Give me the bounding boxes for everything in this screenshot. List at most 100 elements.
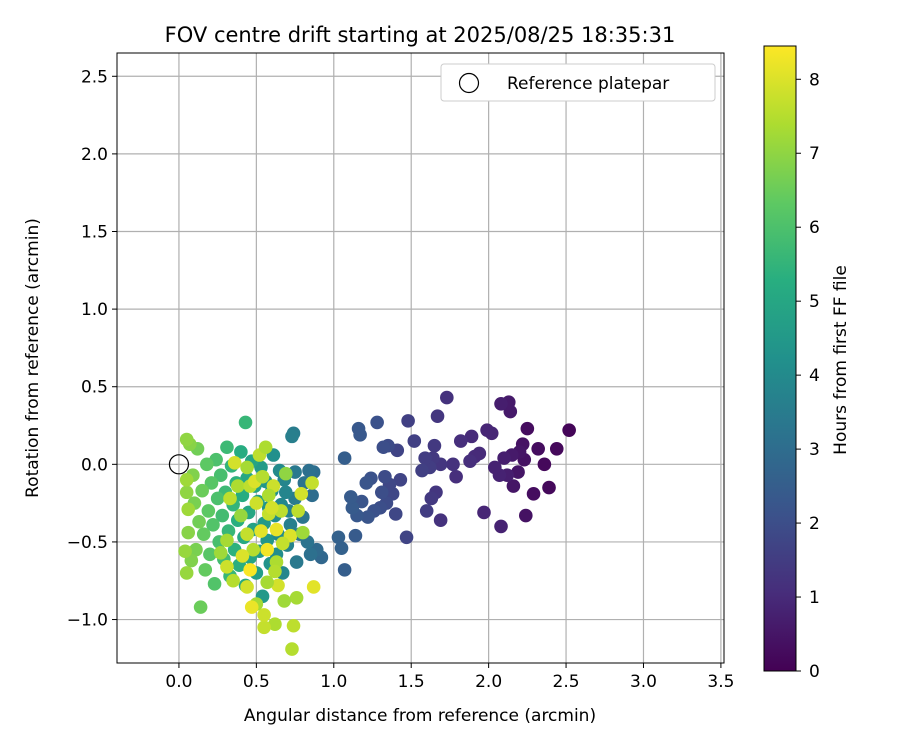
scatter-point [370,415,384,430]
colorbar-tick-label: 5 [809,292,820,312]
scatter-point [374,485,389,500]
legend-marker-icon [458,72,480,94]
scatter-point [268,564,282,579]
scatter-point [210,491,225,506]
colorbar-tick-label: 7 [809,144,820,164]
scatter-point [257,620,271,635]
scatter-point [271,578,285,593]
scatter-point [260,542,275,557]
colorbar-tick-label: 4 [809,366,820,386]
scatter-point [249,496,264,510]
scatter-point [415,463,429,478]
scatter-point [220,559,234,574]
scatter-point [275,536,290,551]
scatter-point [464,429,479,444]
y-tick-label: 0.5 [81,378,108,398]
y-tick-label: −0.5 [67,533,108,553]
chart-title: FOV centre drift starting at 2025/08/25 … [165,23,676,47]
scatter-point [260,575,275,590]
scatter-point [195,483,209,498]
y-tick-label: −1.0 [67,611,108,631]
x-tick-label: 0.5 [243,672,270,692]
colorbar-label: Hours from first FF file [831,265,851,455]
y-tick-label: 2.5 [81,67,108,87]
scatter-point [254,524,268,538]
scatter-point [440,390,454,405]
scatter-point [234,508,248,523]
scatter-point [244,600,259,614]
scatter-point [285,642,299,656]
x-tick-label: 3.5 [707,672,734,692]
scatter-point [200,457,214,472]
scatter-point [463,454,477,469]
scatter-point [198,563,213,577]
scatter-point [399,530,414,545]
y-tick-label: 1.0 [81,300,108,320]
scatter-point [257,608,271,622]
colorbar-tick-label: 2 [809,514,820,534]
scatter-point [246,542,261,557]
scatter-point [181,525,196,540]
scatter-point [303,547,318,562]
y-axis-label: Rotation from reference (arcmin) [23,218,43,498]
reference-platepar-point [168,454,190,475]
scatter-point [179,432,194,447]
scatter-point [433,513,448,528]
scatter-point [531,442,545,456]
scatter-point [230,479,245,493]
scatter-point [223,491,237,506]
scatter-point [419,504,434,518]
x-axis-ticks: 0.0 0.5 1.0 1.5 2.0 2.5 3.0 3.5 [165,663,734,692]
x-tick-label: 3.0 [630,672,657,692]
scatter-point [203,547,217,562]
scatter-point [378,469,392,484]
scatter-point [278,485,293,500]
scatter-point [235,549,250,563]
colorbar-tick-label: 0 [809,662,820,682]
scatter-point [201,504,216,518]
scatter-point [258,440,273,455]
scatter-point [193,600,208,614]
scatter-point [337,563,352,577]
scatter-point [418,451,432,465]
scatter-point [549,442,564,456]
y-tick-label: 0.0 [81,455,108,475]
scatter-point [261,488,276,503]
data-points [178,390,576,656]
plot-frame [116,52,725,664]
scatter-point [286,618,301,633]
colorbar-tick-label: 1 [809,588,820,608]
scatter-point [427,438,442,453]
scatter-point [289,555,304,569]
scatter-point [494,519,508,534]
scatter-point [520,421,535,436]
scatter-point [213,468,228,482]
scatter-point [278,466,293,481]
scatter-point [220,440,234,455]
colorbar-ticks: 0 1 2 3 4 5 6 7 8 [796,70,820,682]
scatter-point [480,423,494,437]
scatter-point [518,508,533,523]
scatter-point [526,487,541,501]
scatter-point [388,507,403,521]
scatter-point [240,527,254,541]
scatter-point [537,457,552,472]
x-tick-label: 2.5 [553,672,580,692]
scatter-point [511,465,525,479]
x-tick-label: 2.0 [475,672,502,692]
scatter-point [213,545,228,560]
scatter-point [243,563,257,577]
scatter-point [488,460,502,475]
scatter-point [359,476,374,490]
scatter-point [449,469,463,484]
scatter-point [179,485,194,500]
x-tick-label: 1.5 [398,672,425,692]
scatter-point [305,476,319,490]
scatter-point [178,544,192,559]
colorbar-gradient [763,45,797,672]
scatter-point [227,455,242,470]
scatter-point [430,409,445,424]
scatter-point [179,566,194,580]
scatter-point [446,457,460,472]
colorbar-tick-label: 6 [809,218,820,238]
